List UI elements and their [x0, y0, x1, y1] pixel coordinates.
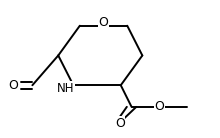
Text: O: O	[155, 100, 165, 113]
Text: O: O	[115, 117, 125, 130]
Text: O: O	[9, 79, 18, 92]
Text: NH: NH	[57, 82, 75, 95]
Text: O: O	[99, 16, 108, 29]
